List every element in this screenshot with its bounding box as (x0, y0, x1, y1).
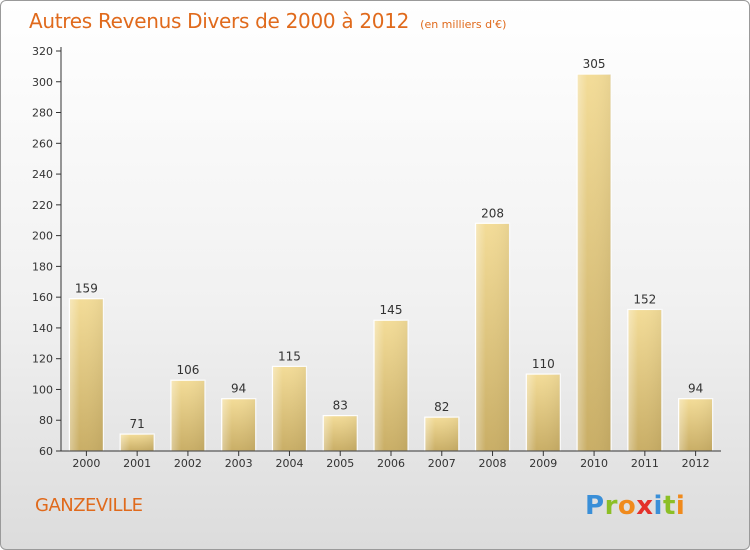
bar-value-label: 83 (333, 399, 348, 413)
y-tick-label: 120 (32, 353, 53, 366)
bar-value-label: 106 (176, 363, 199, 377)
bar-highlight (323, 415, 358, 451)
bar-highlight (627, 309, 662, 451)
y-tick-label: 300 (32, 76, 53, 89)
axes-layer: 60 80 100 120 140 160 180 200 220 240 260 280 300 320… (32, 45, 721, 470)
bar-value-label: 115 (278, 349, 301, 363)
bar-highlight (69, 298, 104, 451)
commune-name: GANZEVILLE (35, 495, 143, 516)
bar-value-label: 82 (434, 400, 449, 414)
bar-value-label: 159 (75, 282, 98, 296)
bar-value-label: 208 (481, 206, 504, 220)
bar-value-label: 152 (633, 292, 656, 306)
x-tick-label: 2003 (225, 457, 253, 470)
bar-highlight (526, 374, 561, 451)
title-row: Autres Revenus Divers de 2000 à 2012 (en… (29, 9, 506, 33)
chart-title: Autres Revenus Divers de 2000 à 2012 (29, 9, 410, 33)
bar-highlight (120, 434, 155, 451)
bar-value-label: 145 (380, 303, 403, 317)
y-tick-label: 240 (32, 168, 53, 181)
x-tick-label: 2007 (428, 457, 456, 470)
bar-highlight (475, 223, 510, 451)
y-tick-label: 320 (32, 45, 53, 58)
x-tick-label: 2010 (580, 457, 608, 470)
x-tick-label: 2000 (72, 457, 100, 470)
x-tick-label: 2006 (377, 457, 405, 470)
bar-value-label: 305 (583, 57, 606, 71)
chart-unit: (en milliers d'€) (420, 18, 507, 31)
y-tick-label: 140 (32, 322, 53, 335)
x-tick-label: 2004 (275, 457, 303, 470)
y-tick-label: 280 (32, 107, 53, 120)
bar-highlight (272, 366, 307, 451)
x-tick-label: 2012 (682, 457, 710, 470)
y-tick-label: 260 (32, 137, 53, 150)
bar-highlight (170, 380, 205, 451)
x-tick-label: 2005 (326, 457, 354, 470)
bar-highlight (678, 398, 713, 451)
y-tick-label: 80 (39, 414, 53, 427)
x-tick-label: 2009 (529, 457, 557, 470)
bar-highlight (221, 398, 256, 451)
y-tick-label: 180 (32, 260, 53, 273)
y-tick-label: 60 (39, 445, 53, 458)
bar-highlight (374, 320, 408, 451)
bar-highlight (577, 74, 612, 452)
x-tick-label: 2001 (123, 457, 151, 470)
y-tick-label: 160 (32, 291, 53, 304)
bar-highlight (424, 417, 459, 451)
y-tick-label: 220 (32, 199, 53, 212)
x-tick-label: 2002 (174, 457, 202, 470)
bar-value-label: 94 (231, 382, 246, 396)
y-tick-label: 100 (32, 383, 53, 396)
bars-layer: 159 71 106 94 115 83 145 82 208 110 305 152 94 (68, 57, 714, 452)
brand-logo: Proxiti (585, 491, 686, 521)
y-tick-label: 200 (32, 230, 53, 243)
bar-value-label: 71 (130, 417, 145, 431)
bar-value-label: 94 (688, 382, 703, 396)
x-tick-label: 2011 (631, 457, 659, 470)
x-tick-label: 2008 (479, 457, 507, 470)
bar-value-label: 110 (532, 357, 555, 371)
